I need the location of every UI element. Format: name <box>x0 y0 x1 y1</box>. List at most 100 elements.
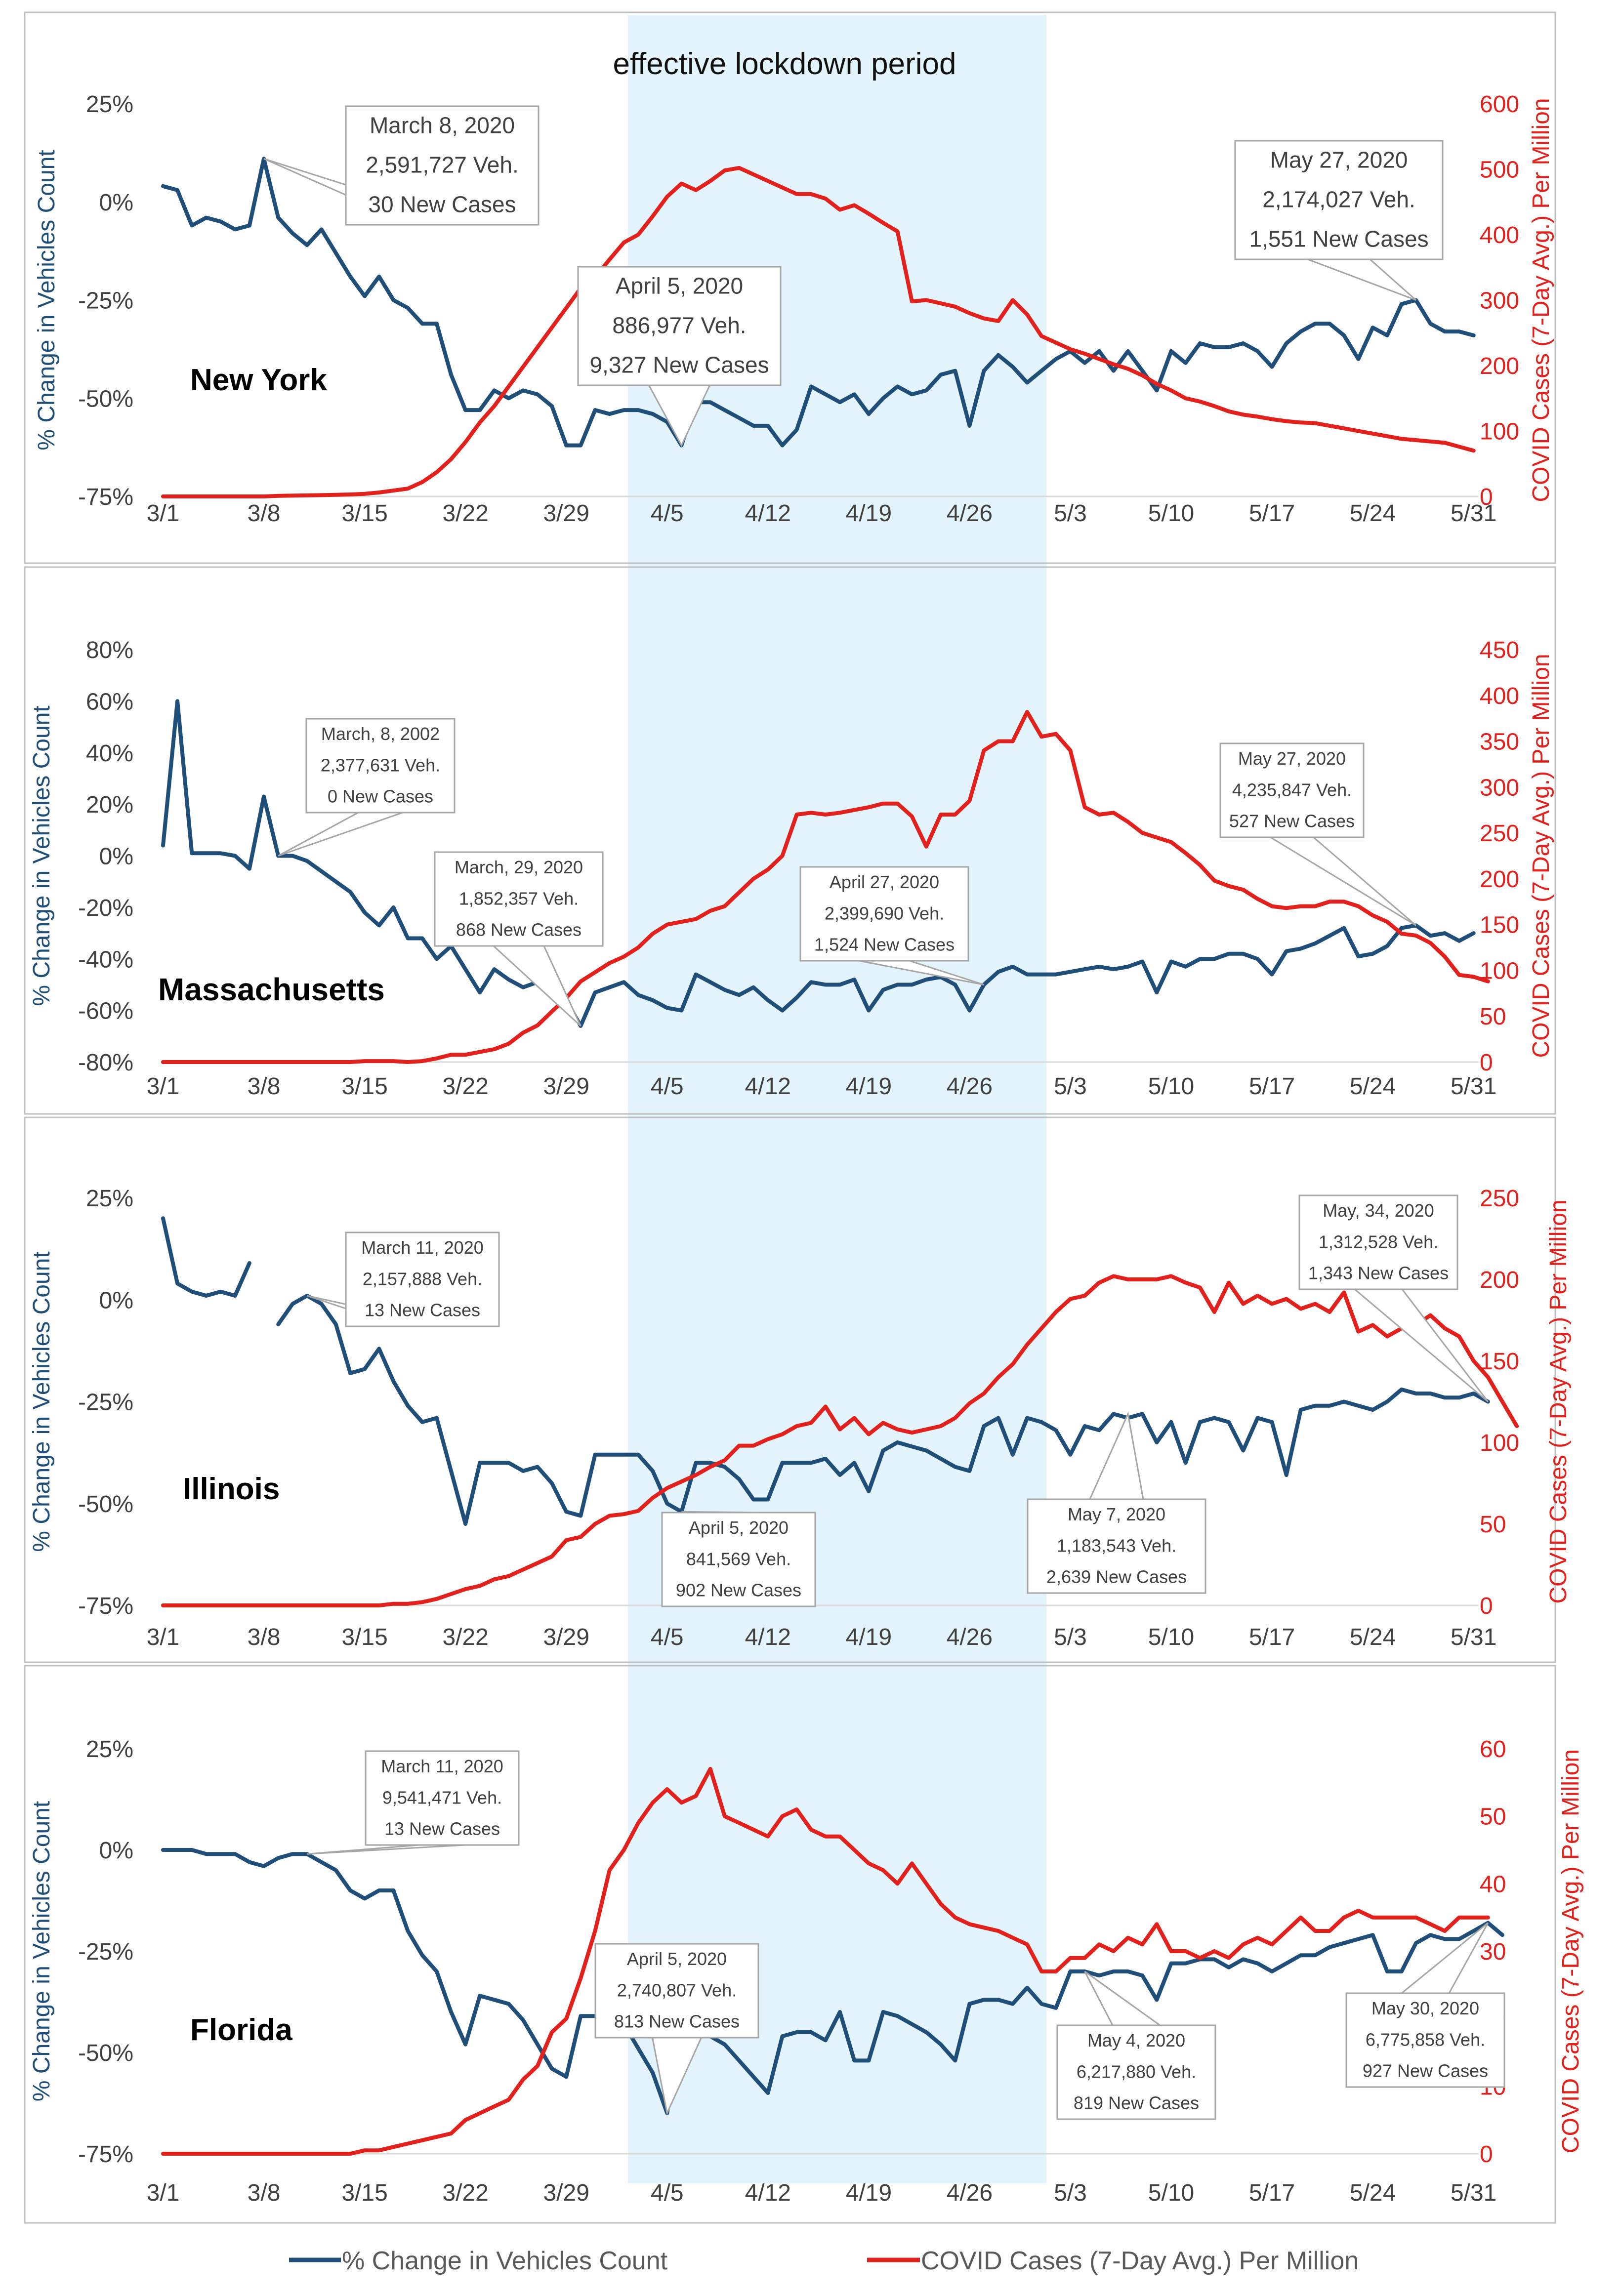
y-axis-title: % Change in Vehicles Count <box>34 150 60 450</box>
y2-tick-label: 50 <box>1480 1512 1506 1538</box>
y-tick-label: 80% <box>86 637 133 663</box>
y2-tick-label: 60 <box>1480 1736 1506 1763</box>
callout-text: March, 29, 2020 <box>455 857 583 877</box>
y-tick-label: 0% <box>99 1838 133 1864</box>
x-tick-label: 3/1 <box>147 500 180 527</box>
y-tick-label: -80% <box>78 1050 133 1076</box>
panel-massachusetts: 80% 60% 40% 20% 0% -20% -40% -60% -80% 450 400 350 3… <box>24 566 1556 1115</box>
callout-box <box>1298 1194 1458 1290</box>
annotation-callout: March, 29, 2020 1,852,357 Veh. 868 New Cas… <box>434 851 604 1027</box>
annotation-callout: May 7, 2020 1,183,543 Veh. 2,639 New Cases <box>1027 1411 1206 1594</box>
callout-box <box>365 1750 520 1846</box>
callout-text: 9,327 New Cases <box>589 352 769 377</box>
y2-axis-title: COVID Cases (7-Day Avg.) Per Million <box>1528 98 1554 502</box>
annotation-callout: April 27, 2020 2,399,690 Veh. 1,524 New Ca… <box>799 866 985 985</box>
y2-tick-label: 100 <box>1480 1430 1519 1456</box>
y-tick-label: -50% <box>78 2040 133 2066</box>
x-tick-label: 3/22 <box>442 2180 488 2206</box>
callout-text: 0 New Cases <box>328 786 433 807</box>
vehicles-line <box>161 1848 1504 2115</box>
x-tick-label: 3/29 <box>543 1624 589 1650</box>
x-tick-label: 5/17 <box>1249 1624 1295 1650</box>
y-tick-label: -25% <box>78 1939 133 1965</box>
callout-text: 2,639 New Cases <box>1046 1567 1187 1587</box>
x-tick-label: 3/29 <box>543 2180 589 2206</box>
callout-box <box>594 1943 759 2039</box>
y2-tick-label: 0 <box>1480 2141 1493 2168</box>
legend-vehicles-label: % Change in Vehicles Count <box>342 2247 668 2275</box>
vehicles-line <box>161 1216 251 1298</box>
callout-text: 927 New Cases <box>1363 2061 1488 2081</box>
x-tick-label: 3/22 <box>442 1073 488 1100</box>
x-tick-label: 5/10 <box>1148 2180 1194 2206</box>
annotation-callout: March 11, 2020 9,541,471 Veh. 13 New Cases <box>307 1750 520 1855</box>
y-tick-label: 0% <box>99 190 133 216</box>
callout-text: April 5, 2020 <box>627 1949 727 1969</box>
callout-box <box>305 718 456 814</box>
y-axis-title: % Change in Vehicles Count <box>29 1251 55 1552</box>
annotation-callout: April 5, 2020 2,740,807 Veh. 813 New Cases <box>594 1943 759 2116</box>
callout-text: 841,569 Veh. <box>686 1549 791 1569</box>
y-tick-label: 25% <box>86 1186 133 1212</box>
callout-text: 13 New Cases <box>384 1819 500 1839</box>
y-axis-title: % Change in Vehicles Count <box>29 1801 55 2101</box>
covid-line <box>161 165 1476 498</box>
panel-new-york: 25% 0% -25% -50% -75% 600 500 400 300 200 100 0 3/1 3… <box>24 11 1556 564</box>
x-tick-label: 4/5 <box>651 1624 684 1650</box>
y2-tick-label: 250 <box>1480 820 1519 847</box>
callout-text: 9,541,471 Veh. <box>382 1787 502 1807</box>
x-tick-label: 5/10 <box>1148 1624 1194 1650</box>
callout-box <box>1345 1992 1505 2088</box>
y2-tick-label: 150 <box>1480 1349 1519 1375</box>
callout-text: May 27, 2020 <box>1270 147 1408 172</box>
y2-tick-label: 600 <box>1480 91 1519 118</box>
y2-tick-label: 0 <box>1480 1593 1493 1619</box>
y2-tick-label: 50 <box>1480 1804 1506 1830</box>
callout-text: 819 New Cases <box>1074 2093 1199 2113</box>
y-axis-title: % Change in Vehicles Count <box>29 705 55 1006</box>
x-tick-label: 4/12 <box>745 2180 791 2206</box>
callout-text: May, 34, 2020 <box>1323 1200 1434 1221</box>
x-tick-label: 4/26 <box>947 500 993 527</box>
callout-text: 2,174,027 Veh. <box>1262 186 1415 212</box>
x-tick-label: 3/1 <box>147 1624 180 1650</box>
callout-box <box>799 866 969 962</box>
callout-text: 2,377,631 Veh. <box>321 755 440 775</box>
callout-text: May 4, 2020 <box>1087 2030 1185 2050</box>
y-tick-label: 40% <box>86 740 133 767</box>
panel-frame <box>24 11 1556 564</box>
y2-axis-title: COVID Cases (7-Day Avg.) Per Million <box>1558 1749 1584 2153</box>
legend: % Change in Vehicles Count COVID Cases (… <box>289 2247 1359 2275</box>
annotation-callout: May 27, 2020 4,235,847 Veh. 527 New Cases <box>1219 742 1417 926</box>
callout-text: May 7, 2020 <box>1068 1504 1165 1524</box>
callout-text: 902 New Cases <box>676 1580 801 1600</box>
y2-tick-label: 500 <box>1480 157 1519 183</box>
x-tick-label: 3/8 <box>248 1073 281 1100</box>
x-tick-label: 3/22 <box>442 1624 488 1650</box>
x-tick-label: 5/17 <box>1249 2180 1295 2206</box>
y2-axis-title: COVID Cases (7-Day Avg.) Per Million <box>1528 654 1554 1058</box>
callout-text: April 5, 2020 <box>616 273 743 298</box>
callout-text: 1,312,528 Veh. <box>1319 1231 1438 1252</box>
callout-text: 1,524 New Cases <box>814 935 955 955</box>
x-tick-label: 4/5 <box>651 1073 684 1100</box>
state-name: Illinois <box>183 1472 280 1506</box>
x-tick-label: 5/10 <box>1148 1073 1194 1100</box>
covid-line <box>161 1767 1490 2156</box>
x-tick-label: 3/29 <box>543 1073 589 1100</box>
x-tick-label: 5/24 <box>1350 500 1396 527</box>
x-tick-label: 5/3 <box>1054 2180 1087 2206</box>
y2-tick-label: 250 <box>1480 1186 1519 1212</box>
x-tick-label: 3/8 <box>248 500 281 527</box>
y2-tick-label: 0 <box>1480 484 1493 510</box>
x-tick-label: 4/19 <box>846 1073 892 1100</box>
callout-text: 13 New Cases <box>365 1300 480 1320</box>
callout-box <box>661 1512 816 1607</box>
annotation-callout: March, 8, 2002 2,377,631 Veh. 0 New Cases <box>278 718 456 857</box>
y2-axis-title: COVID Cases (7-Day Avg.) Per Million <box>1545 1199 1572 1603</box>
x-tick-label: 5/3 <box>1054 1073 1087 1100</box>
y-tick-label: 20% <box>86 792 133 818</box>
panel-florida: 25%0%-25%-50%-75%60504030201003/13/83/15… <box>24 1665 1584 2224</box>
y-tick-label: 0% <box>99 1287 133 1313</box>
callout-text: 1,183,543 Veh. <box>1057 1535 1176 1556</box>
